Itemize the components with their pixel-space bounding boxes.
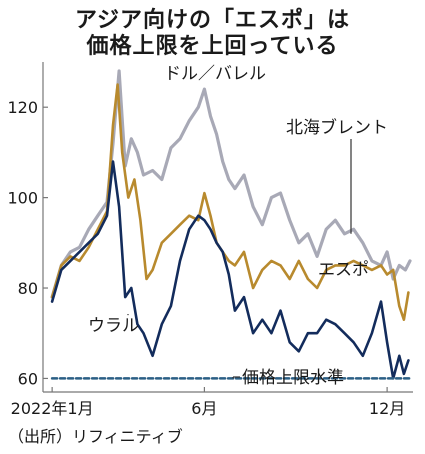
label-urals: ウラル <box>88 316 139 336</box>
x-tick-label: 2022年1月 <box>11 399 94 418</box>
unit-label: ドル／バレル <box>164 64 266 84</box>
y-tick-label: 60 <box>18 369 38 388</box>
series-line-urals <box>50 160 410 380</box>
x-tick-label: 6月 <box>191 399 217 418</box>
source-note: （出所）リフィニティブ <box>8 427 183 446</box>
label-brent: 北海ブレント <box>286 117 388 138</box>
x-tick-label: 12月 <box>369 399 405 418</box>
y-tick-label: 100 <box>7 189 38 208</box>
label-espo: エスポ <box>318 260 369 280</box>
chart-axes: 60 80 100 120 2022年1月 6月 12月 ドル／バレル <box>7 62 413 418</box>
label-cap: 価格上限水準 <box>242 368 344 388</box>
chart-title-line-1: アジア向けの「エスポ」は <box>74 8 351 33</box>
chart-title-line-2: 価格上限を上回っている <box>86 34 339 59</box>
series-layer <box>50 69 412 380</box>
y-tick-label: 120 <box>7 98 38 117</box>
y-tick-label: 80 <box>18 279 38 298</box>
